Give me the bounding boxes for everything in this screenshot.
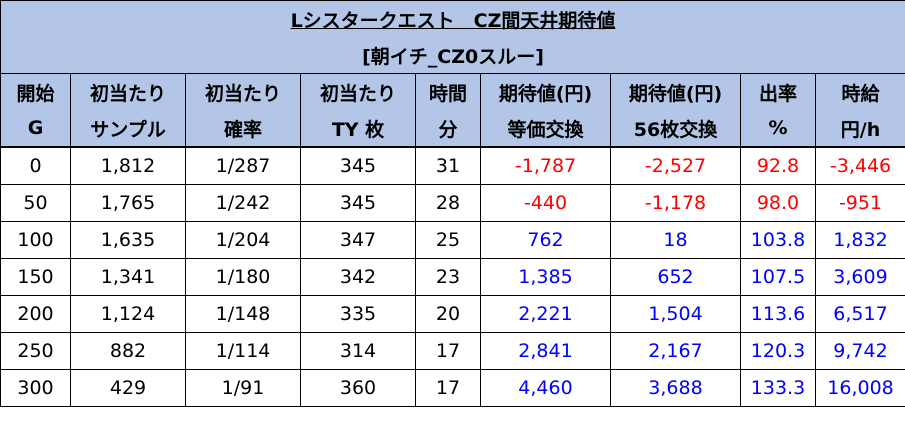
cell-ev-equal: 2,841 [480,332,611,370]
header-ty-top: 初当たり [300,73,416,110]
header-ty-bottom: TY 枚 [300,110,416,148]
cell-start-g: 100 [0,221,71,259]
header-hourly-top: 時給 [814,73,905,110]
cell-ev-equal: 4,460 [480,369,611,407]
cell-sample: 429 [70,369,186,407]
cell-hourly-wage: 1,832 [814,221,905,259]
table-subtitle: [朝イチ_CZ0スルー] [0,37,905,74]
table-row: 100 1,635 1/204 347 25 762 18 103.8 1,832 [0,221,905,259]
table-row: 0 1,812 1/287 345 31 -1,787 -2,527 92.8 -3,446 [0,146,905,185]
cell-ev-56: 1,504 [610,295,741,333]
cell-start-g: 150 [0,258,71,296]
cell-hourly-wage: 9,742 [814,332,905,370]
cell-ev-equal: 762 [480,221,611,259]
cell-ty-medals: 335 [300,295,416,333]
cell-ev-56: 652 [610,258,741,296]
cell-start-g: 50 [0,184,71,222]
cell-sample: 1,124 [70,295,186,333]
cell-ty-medals: 314 [300,332,416,370]
cell-probability: 1/148 [185,295,301,333]
header-ev-equal-top: 期待値(円) [480,73,611,110]
header-row-top: 開始 初当たり 初当たり 初当たり 時間 期待値(円) 期待値(円) 出率 時給 [0,73,905,110]
table-row: 300 429 1/91 360 17 4,460 3,688 133.3 16,008 [0,369,905,407]
header-time-top: 時間 [415,73,481,110]
table-row: 250 882 1/114 314 17 2,841 2,167 120.3 9,742 [0,332,905,370]
cell-time-min: 28 [415,184,481,222]
cell-payout-rate: 113.6 [740,295,816,333]
expected-value-table: Lシスタークエスト CZ間天井期待値 [朝イチ_CZ0スルー] 開始 初当たり … [0,0,905,407]
cell-ev-56: 2,167 [610,332,741,370]
header-payout-top: 出率 [740,73,816,110]
table-title: Lシスタークエスト CZ間天井期待値 [0,0,905,37]
cell-probability: 1/204 [185,221,301,259]
cell-ty-medals: 345 [300,146,416,185]
cell-payout-rate: 133.3 [740,369,816,407]
cell-ev-56: 3,688 [610,369,741,407]
title-text: Lシスタークエスト CZ間天井期待値 [290,9,616,32]
header-start-g-top: 開始 [0,73,71,110]
cell-sample: 1,341 [70,258,186,296]
cell-ev-equal: 1,385 [480,258,611,296]
cell-hourly-wage: 6,517 [814,295,905,333]
cell-payout-rate: 92.8 [740,146,816,185]
cell-ev-56: -1,178 [610,184,741,222]
cell-probability: 1/180 [185,258,301,296]
cell-ty-medals: 342 [300,258,416,296]
cell-time-min: 23 [415,258,481,296]
cell-hourly-wage: 3,609 [814,258,905,296]
cell-probability: 1/114 [185,332,301,370]
cell-sample: 1,635 [70,221,186,259]
cell-hourly-wage: -3,446 [814,146,905,185]
cell-ev-56: 18 [610,221,741,259]
cell-start-g: 300 [0,369,71,407]
header-hourly-bottom: 円/h [814,110,905,148]
header-ev-56-bottom: 56枚交換 [610,110,741,148]
cell-time-min: 17 [415,369,481,407]
cell-sample: 1,765 [70,184,186,222]
cell-ev-equal: -1,787 [480,146,611,185]
cell-start-g: 250 [0,332,71,370]
cell-ty-medals: 360 [300,369,416,407]
table-row: 200 1,124 1/148 335 20 2,221 1,504 113.6 6,517 [0,295,905,333]
header-probability-bottom: 確率 [185,110,301,148]
cell-time-min: 20 [415,295,481,333]
cell-ev-equal: -440 [480,184,611,222]
cell-payout-rate: 107.5 [740,258,816,296]
header-sample-bottom: サンプル [70,110,186,148]
cell-hourly-wage: -951 [814,184,905,222]
cell-ty-medals: 345 [300,184,416,222]
cell-probability: 1/242 [185,184,301,222]
cell-ty-medals: 347 [300,221,416,259]
cell-sample: 882 [70,332,186,370]
cell-hourly-wage: 16,008 [814,369,905,407]
header-row-bottom: G サンプル 確率 TY 枚 分 等価交換 56枚交換 % 円/h [0,110,905,148]
cell-start-g: 200 [0,295,71,333]
header-sample-top: 初当たり [70,73,186,110]
cell-time-min: 25 [415,221,481,259]
header-ev-equal-bottom: 等価交換 [480,110,611,148]
header-time-bottom: 分 [415,110,481,148]
cell-payout-rate: 103.8 [740,221,816,259]
cell-start-g: 0 [0,146,71,185]
cell-probability: 1/91 [185,369,301,407]
header-payout-bottom: % [740,110,816,148]
cell-payout-rate: 98.0 [740,184,816,222]
table-row: 150 1,341 1/180 342 23 1,385 652 107.5 3,609 [0,258,905,296]
header-probability-top: 初当たり [185,73,301,110]
cell-ev-equal: 2,221 [480,295,611,333]
cell-ev-56: -2,527 [610,146,741,185]
table-row: 50 1,765 1/242 345 28 -440 -1,178 98.0 -951 [0,184,905,222]
cell-time-min: 17 [415,332,481,370]
header-start-g-bottom: G [0,110,71,148]
cell-time-min: 31 [415,146,481,185]
cell-probability: 1/287 [185,146,301,185]
cell-payout-rate: 120.3 [740,332,816,370]
cell-sample: 1,812 [70,146,186,185]
header-ev-56-top: 期待値(円) [610,73,741,110]
